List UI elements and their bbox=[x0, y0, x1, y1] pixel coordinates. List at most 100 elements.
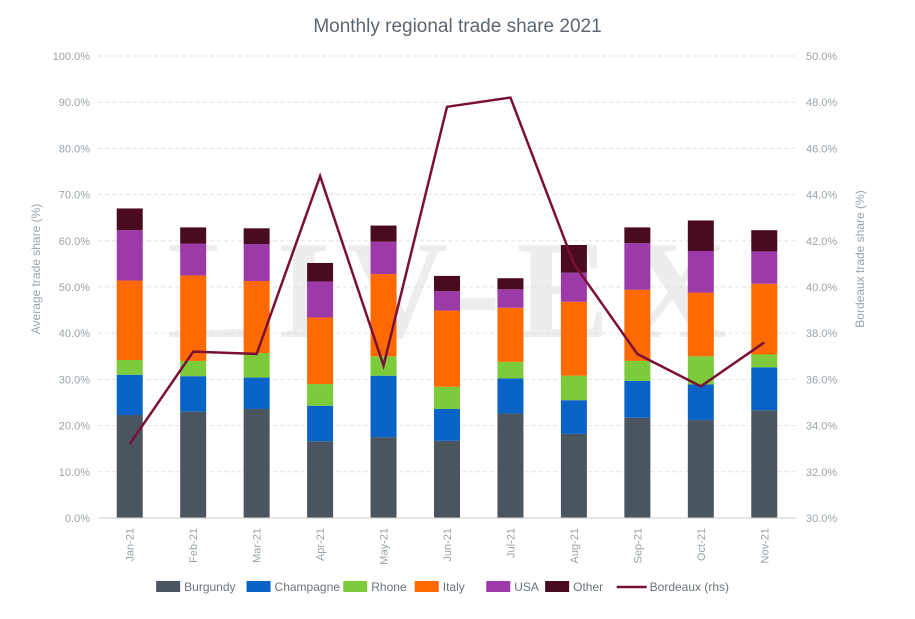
legend-label: Other bbox=[573, 580, 603, 594]
y2-tick-label: 40.0% bbox=[806, 282, 837, 294]
y-tick-label: 80.0% bbox=[59, 143, 90, 155]
bar-segment-other bbox=[751, 230, 778, 252]
y2-tick-label: 36.0% bbox=[806, 374, 837, 386]
bar-segment-usa bbox=[624, 243, 651, 290]
y2-tick-label: 42.0% bbox=[806, 236, 837, 248]
legend-swatch bbox=[246, 581, 271, 592]
bar-segment-other bbox=[624, 227, 651, 244]
y-tick-label: 40.0% bbox=[59, 328, 90, 340]
y-tick-label: 20.0% bbox=[59, 421, 90, 433]
legend-item-burgundy: Burgundy bbox=[156, 580, 236, 594]
x-tick-label: Sep-21 bbox=[632, 528, 644, 563]
bar-segment-rhone bbox=[116, 359, 143, 375]
bar-segment-burgundy bbox=[180, 411, 207, 518]
legend: Burgundy Champagne Rhone Italy USA Other Borde… bbox=[156, 580, 729, 594]
legend-label: Bordeaux (rhs) bbox=[650, 580, 729, 594]
bar-segment-rhone bbox=[180, 360, 207, 377]
y2-tick-label: 44.0% bbox=[806, 190, 837, 202]
chart-title: Monthly regional trade share 2021 bbox=[313, 16, 602, 37]
legend-item-other: Other bbox=[545, 580, 603, 594]
x-tick-label: Jul-21 bbox=[505, 528, 517, 558]
bar-segment-usa bbox=[751, 251, 778, 284]
bar-segment-usa bbox=[434, 291, 460, 311]
bar-segment-burgundy bbox=[434, 440, 460, 518]
bar-segment-champagne bbox=[624, 380, 651, 418]
x-tick-label: Apr-21 bbox=[315, 528, 327, 561]
bar-segment-burgundy bbox=[307, 441, 334, 518]
bar-stacks bbox=[116, 208, 778, 518]
bar-segment-other bbox=[307, 262, 334, 282]
bar-segment-burgundy bbox=[370, 437, 397, 518]
y-tick-label: 50.0% bbox=[59, 282, 90, 294]
legend-swatch bbox=[545, 581, 570, 592]
bar-segment-burgundy bbox=[624, 417, 651, 518]
y-tick-label: 70.0% bbox=[59, 190, 90, 202]
legend-swatch bbox=[156, 581, 181, 592]
legend-item-bordeaux-rhs: Bordeaux (rhs) bbox=[616, 580, 729, 594]
bar-segment-burgundy bbox=[497, 413, 524, 518]
bar-segment-champagne bbox=[180, 376, 207, 412]
bar-segment-usa bbox=[116, 230, 143, 281]
bar-segment-other bbox=[370, 225, 397, 242]
legend-item-italy: Italy bbox=[414, 580, 465, 594]
bar-segment-other bbox=[560, 244, 587, 273]
legend-item-champagne: Champagne bbox=[246, 580, 341, 594]
y2-tick-label: 34.0% bbox=[806, 421, 837, 433]
y-tick-label: 90.0% bbox=[59, 97, 90, 109]
x-tick-label: Feb-21 bbox=[188, 528, 200, 563]
x-tick-label: Jan-21 bbox=[125, 528, 137, 562]
y2-tick-label: 38.0% bbox=[806, 328, 837, 340]
y2-axis-title: Bordeaux trade share (%) bbox=[853, 190, 867, 327]
bar-segment-champagne bbox=[116, 374, 143, 415]
bar-segment-usa bbox=[180, 243, 207, 276]
legend-item-usa: USA bbox=[486, 580, 539, 594]
y2-tick-label: 50.0% bbox=[806, 51, 837, 63]
bar-segment-champagne bbox=[751, 367, 778, 411]
bar-segment-usa bbox=[307, 281, 334, 318]
y-tick-label: 60.0% bbox=[59, 236, 90, 248]
y2-tick-label: 30.0% bbox=[806, 513, 837, 525]
legend-swatch bbox=[486, 581, 511, 592]
legend-item-rhone: Rhone bbox=[343, 580, 407, 594]
gridlines bbox=[98, 55, 796, 473]
axes: 0.0% 10.0% 20.0% 30.0% 40.0% 50.0% 60.0% 70.0% 8… bbox=[53, 51, 838, 565]
bar-segment-champagne bbox=[243, 377, 270, 409]
bar-segment-other bbox=[497, 278, 524, 290]
bar-segment-other bbox=[180, 227, 207, 244]
legend-label: Burgundy bbox=[184, 580, 235, 594]
bar-segment-other bbox=[116, 208, 143, 231]
bar-segment-burgundy bbox=[751, 410, 778, 518]
bar-segment-burgundy bbox=[560, 433, 587, 518]
bar-segment-rhone bbox=[624, 360, 651, 381]
bar-segment-burgundy bbox=[243, 408, 270, 518]
bordeaux-line bbox=[128, 96, 765, 445]
bar-segment-rhone bbox=[307, 384, 334, 406]
legend-swatch bbox=[414, 581, 439, 592]
x-tick-label: Nov-21 bbox=[759, 528, 771, 563]
bar-segment-usa bbox=[497, 289, 524, 308]
bar-segment-italy bbox=[497, 307, 524, 362]
legend-label: USA bbox=[514, 580, 539, 594]
bar-segment-italy bbox=[370, 274, 397, 357]
y-tick-label: 10.0% bbox=[59, 467, 90, 479]
bar-segment-italy bbox=[116, 280, 143, 360]
bar-segment-other bbox=[243, 228, 270, 245]
x-tick-label: Jun-21 bbox=[442, 528, 454, 562]
x-tick-label: Mar-21 bbox=[252, 528, 264, 563]
legend-label: Italy bbox=[443, 580, 465, 594]
bar-segment-champagne bbox=[687, 384, 714, 421]
bar-segment-usa bbox=[687, 250, 714, 293]
bar-segment-other bbox=[687, 220, 714, 251]
bar-segment-rhone bbox=[434, 386, 460, 409]
bar-segment-italy bbox=[560, 301, 587, 376]
bar-segment-italy bbox=[180, 275, 207, 361]
x-tick-label: Oct-21 bbox=[696, 528, 708, 561]
bordeaux-line-path bbox=[128, 96, 765, 445]
bar-segment-champagne bbox=[560, 400, 587, 434]
y-tick-label: 100.0% bbox=[53, 51, 91, 63]
y2-tick-label: 46.0% bbox=[806, 143, 837, 155]
bar-segment-usa bbox=[370, 241, 397, 275]
legend-label: Champagne bbox=[275, 580, 341, 594]
bar-segment-rhone bbox=[497, 361, 524, 379]
